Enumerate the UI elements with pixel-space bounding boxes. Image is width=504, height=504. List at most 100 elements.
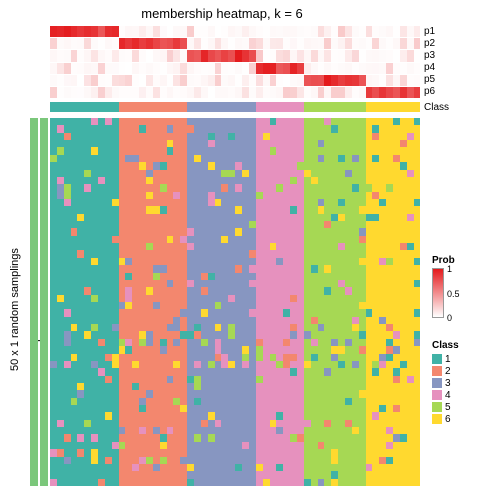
main-cell (414, 214, 421, 221)
main-cell (91, 228, 98, 235)
main-cell (173, 258, 180, 265)
main-cell (235, 221, 242, 228)
prob-cell (372, 63, 379, 74)
main-cell (345, 361, 352, 368)
main-cell (50, 243, 57, 250)
main-cell (64, 427, 71, 434)
main-cell (112, 243, 119, 250)
main-row (50, 405, 420, 412)
main-cell (359, 258, 366, 265)
main-cell (263, 295, 270, 302)
main-cell (318, 324, 325, 331)
main-cell (249, 199, 256, 206)
main-cell (345, 317, 352, 324)
main-cell (270, 383, 277, 390)
class-cell (249, 102, 256, 112)
main-cell (91, 155, 98, 162)
main-cell (125, 471, 132, 478)
main-cell (386, 125, 393, 132)
main-cell (304, 427, 311, 434)
main-cell (324, 420, 331, 427)
main-cell (201, 265, 208, 272)
main-cell (366, 361, 373, 368)
main-cell (194, 449, 201, 456)
prob-cell (331, 87, 338, 98)
main-cell (180, 295, 187, 302)
main-cell (297, 309, 304, 316)
main-cell (297, 383, 304, 390)
main-cell (71, 368, 78, 375)
main-cell (112, 376, 119, 383)
main-cell (64, 405, 71, 412)
main-cell (215, 199, 222, 206)
main-cell (84, 162, 91, 169)
main-cell (64, 140, 71, 147)
main-cell (167, 346, 174, 353)
main-cell (98, 434, 105, 441)
main-cell (372, 427, 379, 434)
main-cell (379, 250, 386, 257)
main-cell (249, 457, 256, 464)
main-cell (84, 405, 91, 412)
main-cell (311, 302, 318, 309)
main-cell (345, 383, 352, 390)
class-cell (324, 102, 331, 112)
main-cell (64, 228, 71, 235)
main-cell (215, 140, 222, 147)
main-cell (372, 420, 379, 427)
main-cell (119, 287, 126, 294)
class-cell (119, 102, 126, 112)
prob-cell (139, 63, 146, 74)
main-cell (366, 265, 373, 272)
main-cell (98, 405, 105, 412)
main-row (50, 140, 420, 147)
main-cell (372, 140, 379, 147)
main-cell (77, 405, 84, 412)
prob-cell (372, 38, 379, 49)
main-cell (64, 280, 71, 287)
prob-cell (283, 63, 290, 74)
class-cell (221, 102, 228, 112)
main-cell (187, 383, 194, 390)
main-cell (393, 287, 400, 294)
main-cell (57, 206, 64, 213)
main-cell (276, 434, 283, 441)
prob-cell (208, 87, 215, 98)
main-cell (119, 339, 126, 346)
prob-cell (304, 87, 311, 98)
main-cell (297, 125, 304, 132)
main-cell (324, 125, 331, 132)
main-cell (173, 265, 180, 272)
main-cell (208, 221, 215, 228)
main-cell (235, 471, 242, 478)
main-cell (98, 398, 105, 405)
main-cell (215, 339, 222, 346)
main-cell (400, 155, 407, 162)
main-cell (393, 250, 400, 257)
main-cell (64, 368, 71, 375)
main-cell (304, 361, 311, 368)
main-cell (57, 398, 64, 405)
prob-cell (228, 50, 235, 61)
main-cell (187, 243, 194, 250)
main-cell (379, 170, 386, 177)
main-cell (256, 346, 263, 353)
main-cell (84, 434, 91, 441)
main-cell (359, 118, 366, 125)
main-cell (283, 140, 290, 147)
main-cell (50, 228, 57, 235)
main-row (50, 236, 420, 243)
main-cell (345, 273, 352, 280)
main-cell (208, 295, 215, 302)
main-cell (393, 265, 400, 272)
main-cell (414, 324, 421, 331)
main-cell (208, 118, 215, 125)
main-cell (366, 464, 373, 471)
main-cell (263, 464, 270, 471)
prob-cell (215, 87, 222, 98)
main-cell (91, 177, 98, 184)
main-cell (221, 287, 228, 294)
main-cell (221, 449, 228, 456)
main-cell (372, 287, 379, 294)
main-cell (290, 133, 297, 140)
